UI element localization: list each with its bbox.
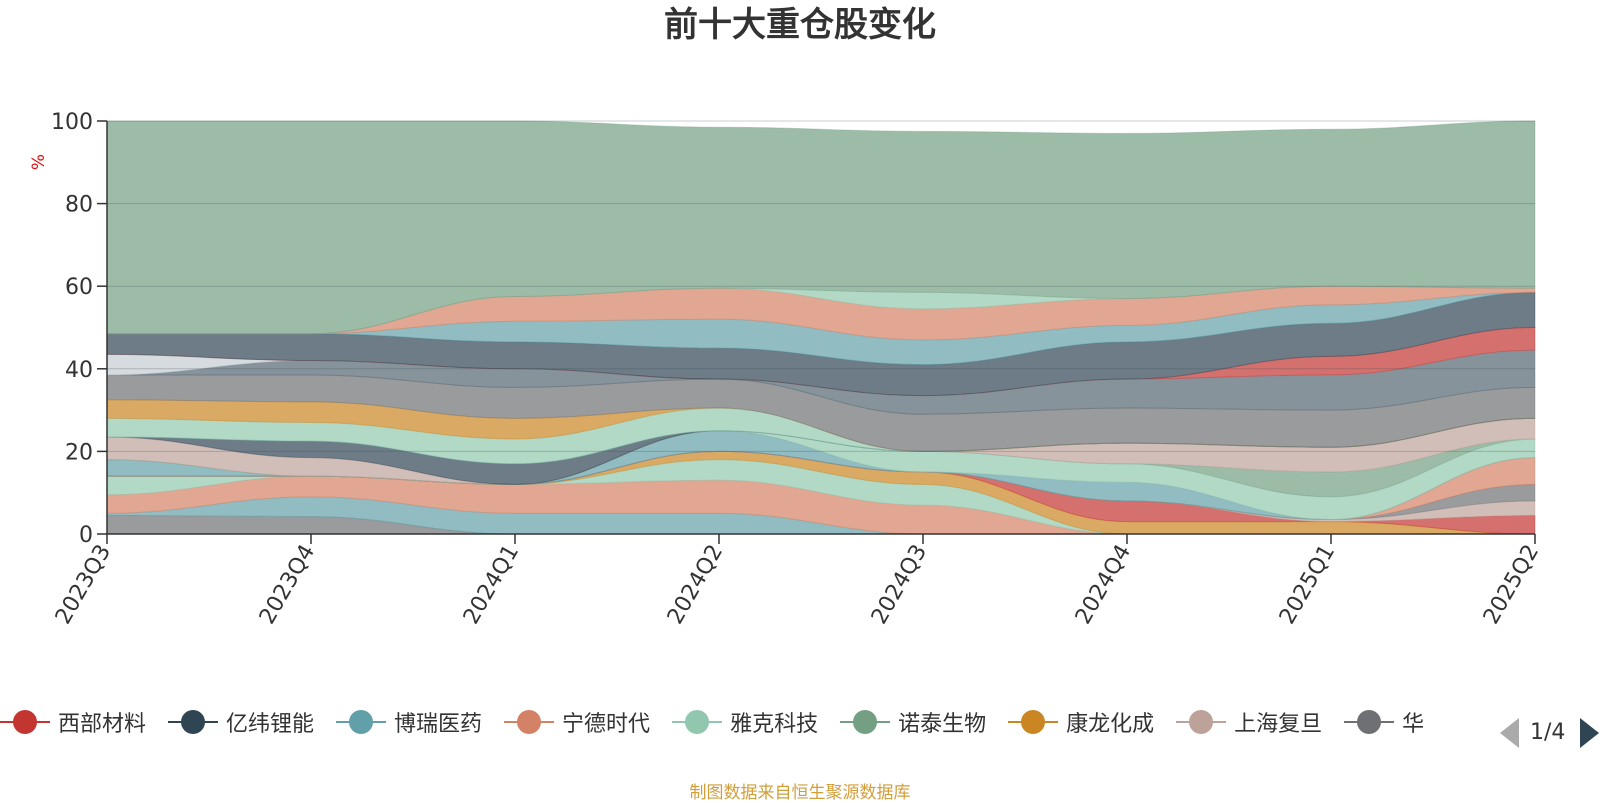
x-tick-label-6: 2025Q1 bbox=[1275, 541, 1340, 629]
area-band-19 bbox=[106, 349, 1536, 397]
y-axis-unit-label: % bbox=[29, 154, 49, 170]
legend-label: 诺泰生物 bbox=[898, 712, 987, 737]
source-note: 制图数据来自恒生聚源数据库 bbox=[689, 783, 911, 803]
y-tick-label-4: 80 bbox=[65, 193, 93, 218]
area-band-20 bbox=[106, 326, 1536, 397]
legend-marker-icon bbox=[0, 709, 50, 735]
area-bands-layer bbox=[106, 120, 1536, 535]
y-tick-label-5: 100 bbox=[51, 110, 93, 135]
legend-marker-icon bbox=[1008, 709, 1059, 735]
legend-marker-icon bbox=[504, 709, 555, 735]
legend-marker-icon bbox=[840, 709, 891, 735]
legend-marker-icon bbox=[168, 709, 219, 735]
legend-marker-icon bbox=[1344, 709, 1395, 735]
legend-label: 康龙化成 bbox=[1066, 712, 1155, 737]
x-tick-label-1: 2023Q4 bbox=[255, 541, 320, 629]
legend-label: 宁德时代 bbox=[562, 712, 651, 737]
legend: 西部材料 亿纬锂能 博瑞医药 宁德时代 雅克科技 诺泰生物 康龙化成 上海复旦 华 bbox=[0, 704, 1488, 740]
legend-marker-icon bbox=[672, 709, 723, 735]
x-tick-label-5: 2024Q4 bbox=[1071, 541, 1136, 629]
legend-track: 西部材料 亿纬锂能 博瑞医药 宁德时代 雅克科技 诺泰生物 康龙化成 上海复旦 华 bbox=[0, 704, 1488, 740]
x-tick-label-3: 2024Q2 bbox=[663, 541, 728, 629]
legend-prev-page-icon[interactable] bbox=[1500, 718, 1519, 748]
legend-item-0[interactable]: 西部材料 bbox=[0, 706, 146, 738]
y-tick-label-3: 60 bbox=[65, 275, 93, 300]
chart-title: 前十大重仓股变化 bbox=[664, 5, 936, 45]
legend-label: 上海复旦 bbox=[1234, 712, 1323, 737]
legend-marker-icon bbox=[336, 709, 387, 735]
y-tick-label-0: 0 bbox=[79, 523, 93, 548]
x-tick-label-2: 2024Q1 bbox=[459, 541, 524, 629]
x-tick-label-4: 2024Q3 bbox=[867, 541, 932, 629]
legend-item-4[interactable]: 雅克科技 bbox=[672, 706, 818, 738]
area-band-21 bbox=[106, 291, 1536, 397]
legend-label: 西部材料 bbox=[58, 712, 147, 737]
legend-next-page-icon[interactable] bbox=[1580, 718, 1599, 748]
area-band-18 bbox=[106, 349, 1536, 415]
y-tick-label-1: 20 bbox=[65, 440, 93, 465]
legend-page-indicator: 1/4 bbox=[1530, 720, 1566, 745]
legend-item-3[interactable]: 宁德时代 bbox=[504, 706, 650, 738]
chart-plot: 0 20 40 60 80 100 2023Q3 2023Q4 2024Q1 2024Q2 2024… bbox=[29, 110, 1544, 629]
legend-item-2[interactable]: 博瑞医药 bbox=[336, 706, 482, 738]
legend-item-7[interactable]: 上海复旦 bbox=[1176, 706, 1322, 738]
legend-item-1[interactable]: 亿纬锂能 bbox=[168, 706, 314, 738]
y-tick-label-2: 40 bbox=[65, 358, 93, 383]
area-band-25 bbox=[106, 120, 1536, 335]
legend-item-8[interactable]: 华 bbox=[1344, 706, 1424, 738]
x-tick-label-7: 2025Q2 bbox=[1479, 541, 1544, 629]
legend-label: 亿纬锂能 bbox=[226, 712, 315, 737]
legend-label: 华 bbox=[1402, 712, 1425, 737]
legend-pager: 1/4 bbox=[1500, 718, 1600, 758]
legend-item-5[interactable]: 诺泰生物 bbox=[840, 706, 986, 738]
legend-item-6[interactable]: 康龙化成 bbox=[1008, 706, 1154, 738]
x-tick-label-0: 2023Q3 bbox=[51, 541, 116, 629]
legend-marker-icon bbox=[1176, 709, 1227, 735]
legend-label: 雅克科技 bbox=[730, 712, 819, 737]
legend-label: 博瑞医药 bbox=[394, 712, 483, 737]
